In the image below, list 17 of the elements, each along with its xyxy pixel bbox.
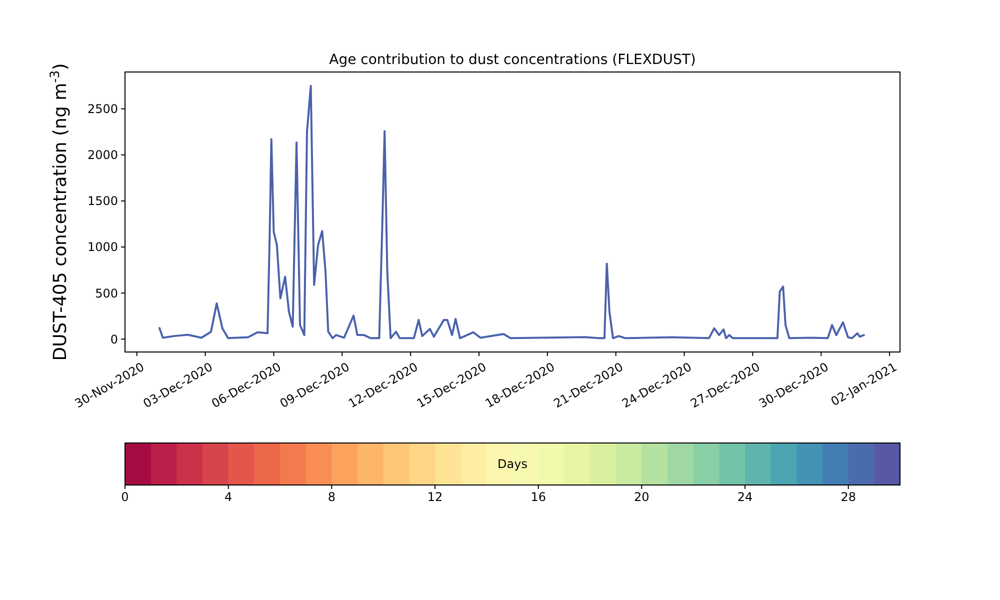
- line-series: [158, 84, 865, 340]
- color-bar-label: 12: [427, 490, 443, 504]
- y-tick-label: 2000: [87, 148, 118, 162]
- chart-title: Age contribution to dust concentrations (FLEXDUST): [329, 52, 696, 68]
- y-tick-label: 2500: [87, 102, 118, 116]
- y-tick-label: 1500: [87, 194, 118, 208]
- color-bar-title: Days: [498, 457, 528, 472]
- color-bar-label: 8: [328, 490, 336, 504]
- y-tick-label: 1000: [87, 240, 118, 254]
- color-bar-label: 0: [121, 490, 129, 504]
- color-bar-label: 20: [634, 490, 650, 504]
- color-bar-label: 28: [840, 490, 856, 504]
- y-tick-label: 500: [95, 286, 118, 300]
- color-bar-label: 24: [737, 490, 753, 504]
- color-bar-label: 16: [530, 490, 546, 504]
- color-bar-label: 4: [224, 490, 232, 504]
- y-tick-label: 0: [110, 332, 118, 346]
